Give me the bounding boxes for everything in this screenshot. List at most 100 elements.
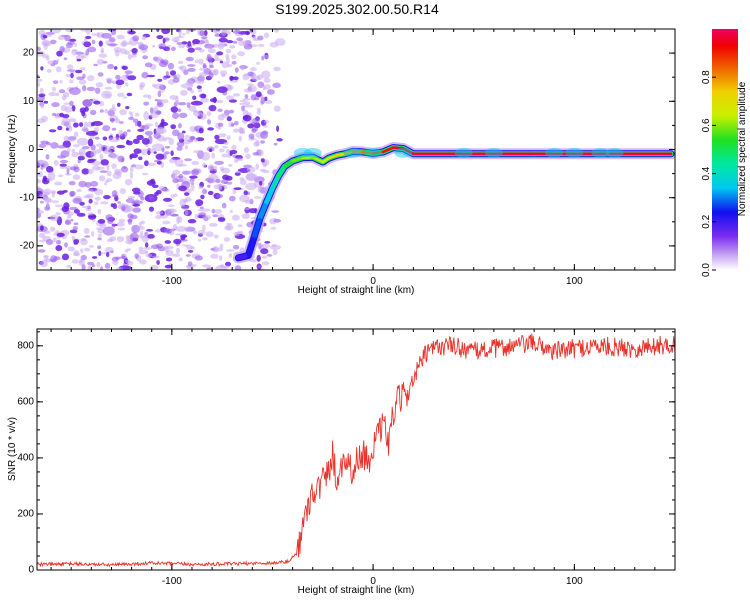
noise-blob <box>138 246 144 251</box>
noise-blob <box>58 89 66 94</box>
noise-blob <box>231 60 237 65</box>
noise-blob <box>98 233 102 238</box>
noise-blob <box>76 76 85 80</box>
noise-blob <box>144 160 149 167</box>
noise-blob <box>202 215 212 220</box>
noise-blob <box>256 61 260 65</box>
noise-blob <box>38 171 43 178</box>
noise-blob <box>72 226 79 231</box>
noise-blob <box>91 121 103 126</box>
noise-blob <box>262 160 268 168</box>
noise-blob <box>228 109 235 114</box>
trace-blob <box>545 147 564 158</box>
noise-blob <box>178 257 183 262</box>
noise-blob <box>219 70 228 76</box>
noise-blob <box>190 246 195 250</box>
noise-blob <box>99 170 108 174</box>
noise-blob <box>217 127 222 130</box>
noise-blob <box>217 43 225 50</box>
trace-core <box>391 146 405 150</box>
noise-blob <box>226 116 232 122</box>
trace-core <box>401 147 415 156</box>
noise-blob <box>226 135 231 140</box>
noise-blob <box>233 187 242 191</box>
noise-blob <box>232 40 238 44</box>
noise-blob <box>229 210 233 213</box>
noise-blob <box>194 255 203 261</box>
noise-blob <box>74 42 77 47</box>
noise-blob <box>242 109 249 117</box>
noise-blob <box>51 200 60 204</box>
noise-blob <box>243 88 253 93</box>
noise-blob <box>178 123 182 129</box>
noise-blob <box>139 148 149 155</box>
noise-blob <box>198 212 207 217</box>
noise-blob <box>179 198 186 208</box>
noise-blob <box>156 102 164 108</box>
noise-blob <box>197 208 211 212</box>
noise-blob <box>85 35 92 40</box>
x-tick-label: -100 <box>162 576 182 587</box>
noise-blob <box>148 195 154 200</box>
noise-blob <box>38 143 47 148</box>
noise-blob <box>170 106 178 113</box>
noise-blob <box>121 205 126 212</box>
noise-blob <box>59 166 67 169</box>
noise-blob <box>208 164 215 172</box>
noise-blob <box>228 164 233 167</box>
noise-blob <box>261 70 271 79</box>
noise-blob <box>253 196 262 199</box>
noise-blob <box>260 140 265 144</box>
noise-blob <box>42 175 47 183</box>
noise-blob <box>116 34 125 40</box>
noise-blob <box>244 199 252 204</box>
noise-blob <box>70 72 74 79</box>
noise-blob <box>50 142 59 149</box>
noise-blob <box>217 122 224 128</box>
noise-blob <box>96 58 105 65</box>
noise-blob <box>214 33 221 37</box>
noise-blob <box>127 75 137 81</box>
noise-blob <box>205 231 214 238</box>
noise-blob <box>90 150 96 158</box>
noise-blob <box>47 60 54 65</box>
noise-blob <box>56 92 60 97</box>
noise-blob <box>229 149 238 155</box>
noise-blob <box>273 66 281 72</box>
noise-blob <box>273 105 281 112</box>
noise-blob <box>40 225 44 231</box>
noise-blob <box>194 213 199 219</box>
noise-blob <box>206 56 214 62</box>
colorbar-label: Normalized spectral amplitude <box>737 81 748 216</box>
noise-blob <box>232 93 241 97</box>
noise-blob <box>178 112 188 119</box>
noise-blob <box>61 95 67 101</box>
noise-blob <box>226 40 234 44</box>
noise-blob <box>201 36 208 40</box>
colorbar: 0.0 0.2 0.4 0.6 0.8 Normalized spectral ampl… <box>701 29 748 277</box>
noise-blob <box>129 165 134 173</box>
noise-blob <box>97 228 105 234</box>
noise-blob <box>73 239 80 244</box>
noise-blob <box>51 102 60 108</box>
noise-blob <box>153 151 157 154</box>
noise-blob <box>91 264 96 268</box>
noise-blob <box>105 40 111 45</box>
noise-blob <box>67 147 71 153</box>
noise-blob <box>65 74 71 78</box>
noise-blob <box>127 218 133 223</box>
noise-blob <box>247 71 254 77</box>
noise-blob <box>118 129 124 137</box>
noise-blob <box>67 211 74 216</box>
noise-blob <box>97 209 102 215</box>
noise-blob <box>144 130 153 136</box>
noise-blob <box>245 153 251 160</box>
noise-blob <box>128 30 136 35</box>
noise-blob <box>194 59 199 63</box>
noise-blob <box>137 128 145 132</box>
noise-blob <box>102 125 111 132</box>
noise-blob <box>94 196 101 201</box>
noise-blob <box>168 229 175 236</box>
noise-blob <box>230 123 235 127</box>
noise-blob <box>85 181 92 188</box>
